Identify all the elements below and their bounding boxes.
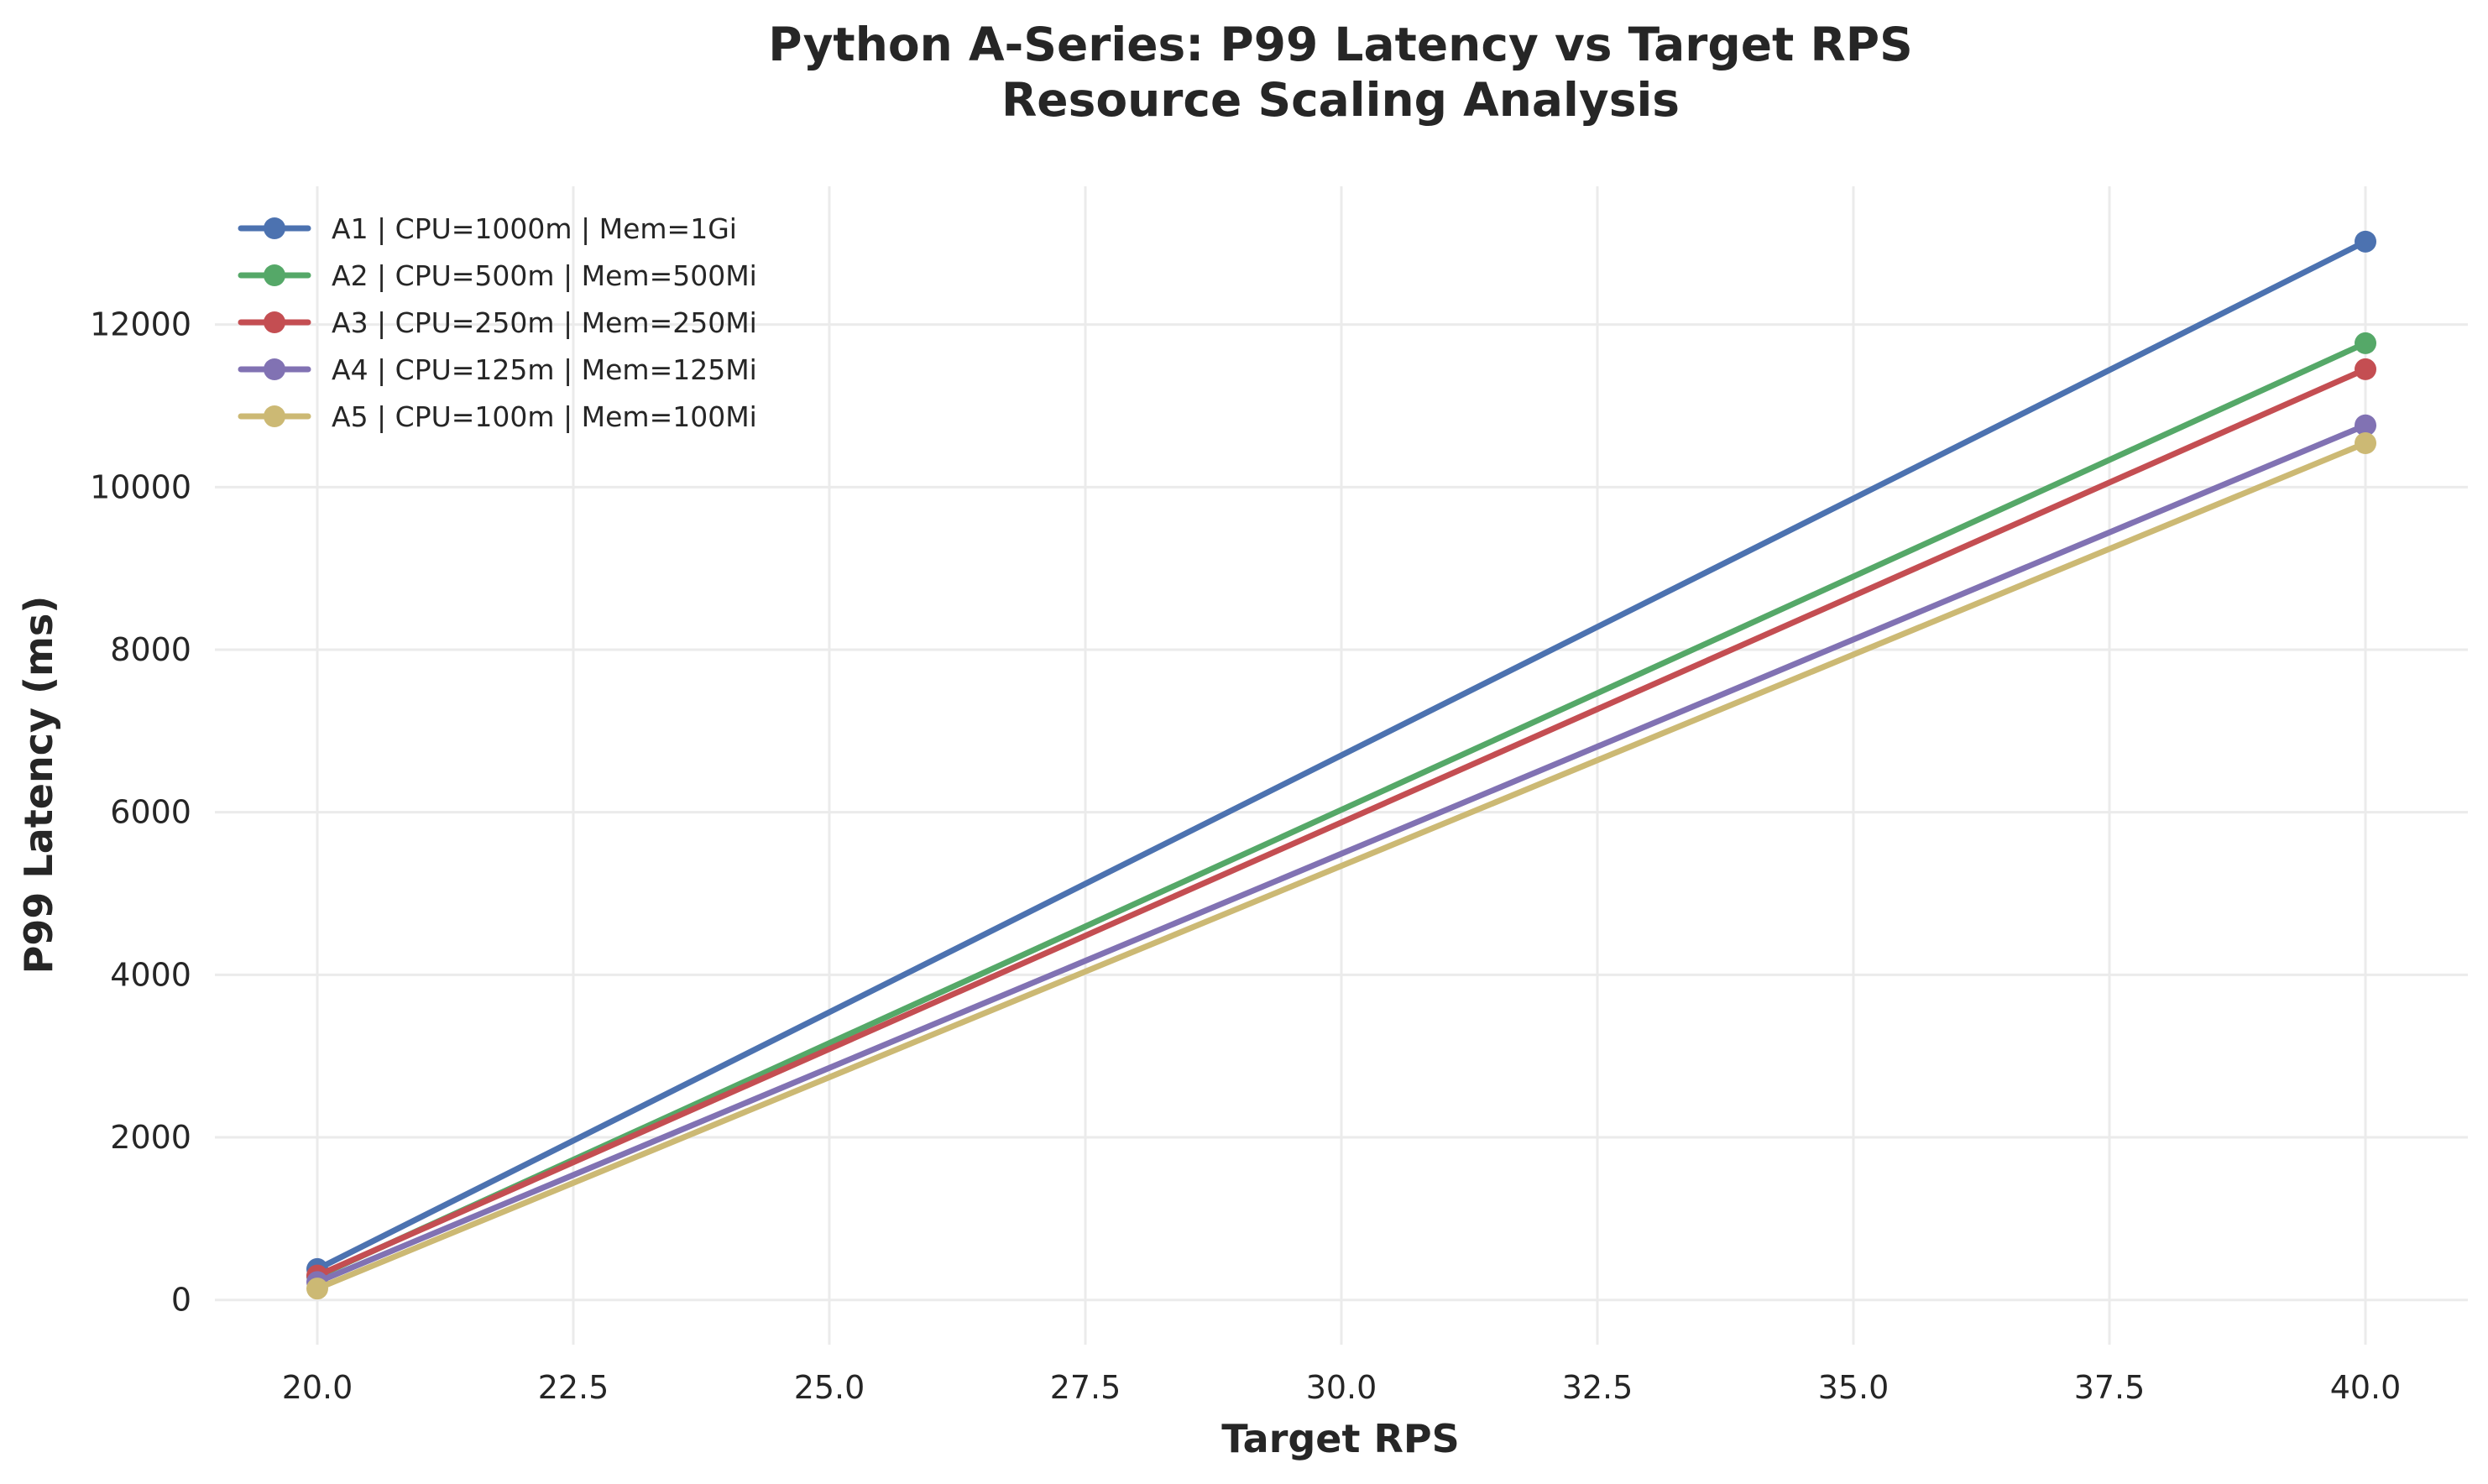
legend-item: A1 | CPU=1000m | Mem=1Gi [238,212,737,245]
x-axis-label: Target RPS [1221,1416,1460,1461]
legend-label: A5 | CPU=100m | Mem=100Mi [332,400,757,433]
y-axis-ticks: 0 2000 4000 6000 8000 10000 12000 [90,306,191,1319]
legend-item: A2 | CPU=500m | Mem=500Mi [238,259,757,292]
series-lines [306,230,2376,1300]
legend-marker [264,264,285,286]
y-tick-label: 12000 [90,306,191,343]
data-point [2355,432,2376,455]
x-tick-label: 20.0 [282,1369,353,1406]
legend-marker [264,405,285,427]
chart-subtitle: Resource Scaling Analysis [1001,73,1680,127]
legend-marker [264,217,285,239]
y-tick-label: 0 [171,1282,191,1319]
x-tick-label: 30.0 [1306,1369,1377,1406]
series-line [314,340,2369,1280]
x-tick-label: 35.0 [1818,1369,1890,1406]
legend: A1 | CPU=1000m | Mem=1Gi A2 | CPU=500m | … [238,212,757,433]
y-tick-label: 10000 [90,468,191,505]
x-tick-label: 32.5 [1562,1369,1633,1406]
y-axis-label: P99 Latency (ms) [16,596,61,975]
legend-label: A4 | CPU=125m | Mem=125Mi [332,353,757,386]
y-tick-label: 6000 [110,794,191,831]
legend-marker [264,358,285,380]
x-tick-label: 27.5 [1050,1369,1121,1406]
data-point [2355,332,2376,354]
chart-title: Python A-Series: P99 Latency vs Target R… [768,18,1912,71]
x-axis-ticks: 20.0 22.5 25.0 27.5 30.0 32.5 35.0 37.5 40.0 [282,1369,2402,1406]
legend-marker [264,311,285,333]
legend-item: A5 | CPU=100m | Mem=100Mi [238,400,757,433]
y-tick-label: 8000 [110,631,191,668]
legend-item: A3 | CPU=250m | Mem=250Mi [238,306,757,339]
series-line [314,440,2369,1292]
y-tick-label: 4000 [110,956,191,993]
data-point [2355,414,2376,436]
data-point [2355,230,2376,253]
x-tick-label: 37.5 [2074,1369,2146,1406]
legend-label: A2 | CPU=500m | Mem=500Mi [332,259,757,292]
data-point [306,1278,328,1300]
y-tick-label: 2000 [110,1119,191,1156]
series-5 [306,432,2376,1300]
x-tick-label: 40.0 [2330,1369,2402,1406]
legend-label: A3 | CPU=250m | Mem=250Mi [332,306,757,339]
series-line [314,422,2369,1285]
x-tick-label: 22.5 [538,1369,609,1406]
x-tick-label: 25.0 [794,1369,865,1406]
series-line [314,238,2369,1272]
series-line [314,366,2369,1279]
legend-item: A4 | CPU=125m | Mem=125Mi [238,353,757,386]
data-point [2355,358,2376,380]
legend-label: A1 | CPU=1000m | Mem=1Gi [332,212,737,245]
